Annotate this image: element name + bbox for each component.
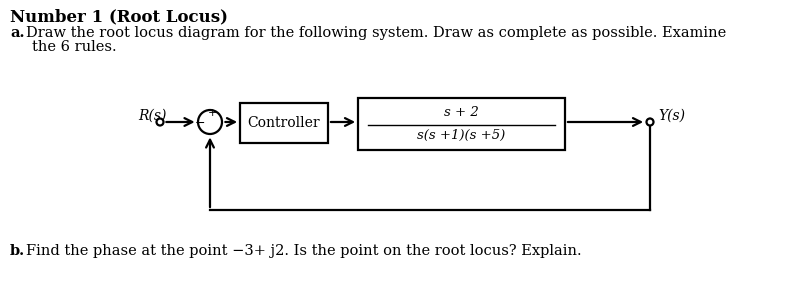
Text: s(s +1)(s +5): s(s +1)(s +5) (417, 129, 505, 142)
Text: b.: b. (10, 244, 25, 258)
Text: Draw the root locus diagram for the following system. Draw as complete as possib: Draw the root locus diagram for the foll… (26, 26, 727, 40)
Text: Number 1 (Root Locus): Number 1 (Root Locus) (10, 8, 228, 25)
Text: −: − (195, 117, 205, 129)
Text: the 6 rules.: the 6 rules. (32, 40, 116, 54)
Text: R(s): R(s) (138, 109, 166, 123)
Text: Controller: Controller (248, 116, 320, 130)
Text: Find the phase at the point −3+ j2. Is the point on the root locus? Explain.: Find the phase at the point −3+ j2. Is t… (26, 244, 581, 258)
Text: a.: a. (10, 26, 25, 40)
Bar (240, 103, 328, 143)
Bar (358, 98, 565, 150)
Circle shape (156, 119, 164, 125)
Text: Y(s): Y(s) (658, 109, 685, 123)
Circle shape (646, 119, 654, 125)
Text: +: + (207, 108, 217, 118)
Text: s + 2: s + 2 (444, 106, 479, 119)
Circle shape (198, 110, 222, 134)
